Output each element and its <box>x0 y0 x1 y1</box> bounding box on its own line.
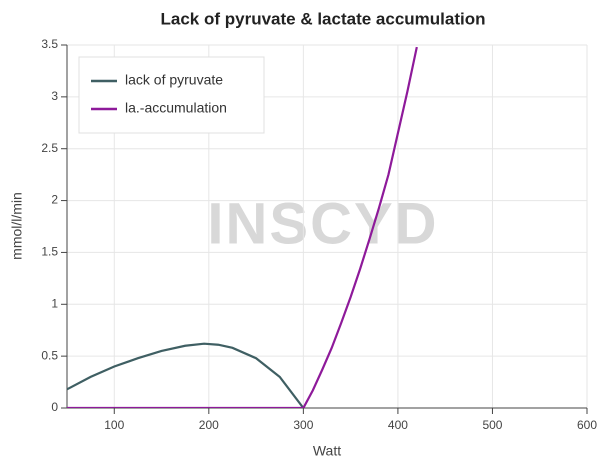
y-tick-label: 0.5 <box>41 348 58 362</box>
y-tick-label: 2 <box>51 193 58 207</box>
y-axis-label: mmol/l/min <box>9 192 25 260</box>
y-tick-label: 3.5 <box>41 37 58 51</box>
line <box>67 46 418 408</box>
x-tick-label: 300 <box>293 418 313 432</box>
x-tick-label: 500 <box>482 418 502 432</box>
legend-box <box>78 56 265 134</box>
line <box>67 342 305 408</box>
y-tick-label: 0 <box>51 400 58 414</box>
watermark: INSCYD <box>207 191 438 256</box>
chart-title: Lack of pyruvate & lactate accumulation <box>161 9 486 28</box>
x-tick-label: 400 <box>388 418 408 432</box>
x-axis-label: Watt <box>313 443 341 459</box>
y-tick-label: 3 <box>51 89 58 103</box>
y-tick-label: 1 <box>51 296 58 310</box>
legend-label: la.-accumulation <box>125 100 227 116</box>
y-tick-label: 1.5 <box>41 245 58 259</box>
x-tick-label: 200 <box>199 418 219 432</box>
x-tick-label: 600 <box>577 418 597 432</box>
y-tick-label: 2.5 <box>41 141 58 155</box>
legend-label: lack of pyruvate <box>125 72 223 88</box>
x-tick-label: 100 <box>104 418 124 432</box>
